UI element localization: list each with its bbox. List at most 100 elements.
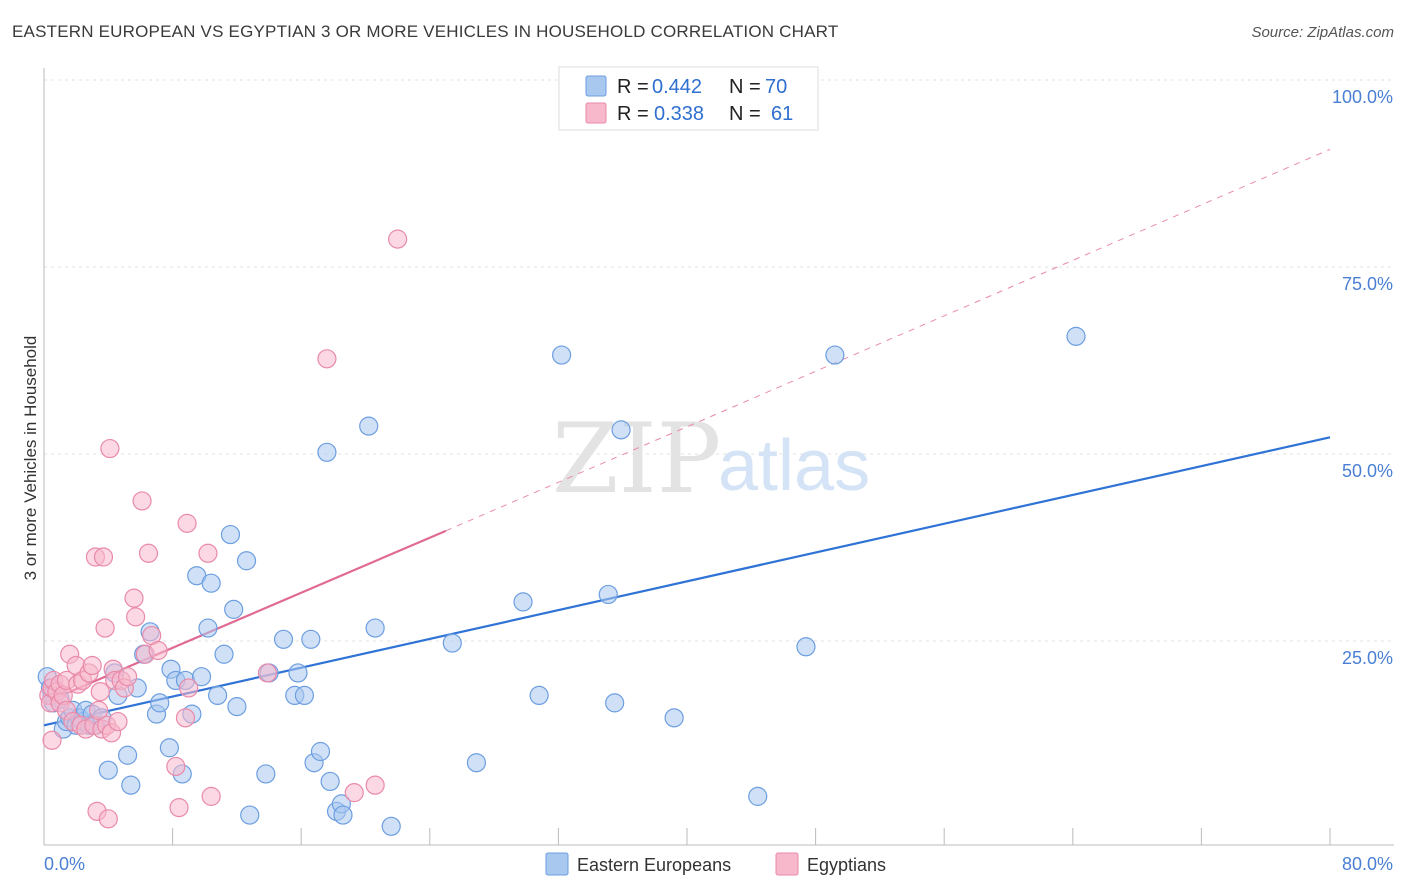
y-tick-labels: 25.0% 50.0% 75.0% 100.0% [1332, 87, 1393, 668]
y-tick-label: 100.0% [1332, 87, 1393, 107]
point-eastern-european [227, 697, 247, 717]
watermark: ZIP atlas [552, 403, 870, 515]
point-egyptian [89, 700, 109, 720]
point-eastern-european [224, 599, 244, 619]
bottom-legend-label-pink: Egyptians [807, 855, 886, 875]
point-egyptian [257, 663, 278, 683]
point-egyptian [82, 655, 102, 676]
point-eastern-european [605, 693, 625, 713]
bottom-legend-label-blue: Eastern Europeans [577, 855, 731, 875]
point-egyptian [344, 783, 364, 803]
legend-r-value-blue: 0.442 [652, 76, 702, 98]
point-egyptian [169, 797, 189, 818]
point-eastern-european [598, 584, 618, 605]
point-eastern-european [552, 345, 572, 365]
point-egyptian [132, 491, 152, 511]
point-eastern-european [664, 708, 684, 728]
point-eastern-european [466, 753, 487, 773]
point-egyptian [317, 349, 337, 369]
point-eastern-european [150, 693, 170, 713]
point-egyptian [108, 711, 128, 732]
point-eastern-european [611, 420, 631, 440]
source-label: Source: ZipAtlas.com [1251, 24, 1394, 41]
point-egyptian [124, 588, 144, 608]
point-eastern-european [191, 667, 212, 687]
point-egyptian [117, 667, 138, 687]
y-tick-label: 25.0% [1342, 648, 1393, 668]
axes [43, 68, 1394, 846]
point-eastern-european [513, 592, 533, 612]
point-eastern-european [320, 771, 340, 792]
point-eastern-european [214, 644, 234, 664]
point-egyptian [148, 640, 168, 661]
point-eastern-european [273, 629, 294, 649]
point-eastern-european [208, 685, 228, 706]
legend-n-label-pink: N = [729, 103, 761, 125]
scatter-points [37, 229, 1086, 836]
point-eastern-european [236, 551, 257, 571]
point-eastern-european [1066, 326, 1086, 346]
bottom-legend: Eastern Europeans Egyptians [545, 852, 886, 876]
legend-r-value-pink: 0.338 [654, 103, 704, 125]
bottom-legend-swatch-blue [545, 852, 569, 876]
y-tick-label: 75.0% [1342, 274, 1393, 294]
legend-r-label-blue: R = [617, 76, 649, 98]
point-egyptian [198, 543, 218, 563]
point-eastern-european [333, 805, 353, 825]
trend-line-egyptian-extended [445, 148, 1331, 532]
point-egyptian [201, 786, 221, 806]
point-egyptian [138, 543, 159, 563]
point-eastern-european [220, 524, 241, 545]
point-eastern-european [310, 741, 331, 762]
point-egyptian [166, 756, 186, 777]
point-eastern-european [381, 816, 401, 836]
bottom-legend-swatch-pink [775, 852, 799, 876]
point-eastern-european [288, 663, 308, 683]
point-eastern-european [796, 637, 816, 657]
point-eastern-european [529, 685, 549, 706]
point-eastern-european [98, 760, 118, 780]
point-egyptian [95, 618, 115, 638]
point-eastern-european [294, 685, 315, 706]
point-egyptian [42, 730, 62, 750]
point-egyptian [388, 229, 408, 249]
point-eastern-european [748, 786, 768, 806]
point-eastern-european [240, 805, 260, 825]
x-tick-label: 0.0% [44, 854, 85, 874]
trend-line-eastern-european [43, 436, 1331, 727]
point-eastern-european [121, 775, 141, 795]
point-eastern-european [117, 745, 138, 765]
point-eastern-european [317, 442, 337, 462]
watermark-zip: ZIP [552, 403, 721, 515]
point-egyptian [179, 678, 199, 698]
y-tick-label: 50.0% [1342, 461, 1393, 481]
watermark-atlas: atlas [718, 426, 870, 506]
x-tick-labels: 0.0% 80.0% [44, 854, 1393, 874]
point-egyptian [93, 547, 114, 567]
point-egyptian [90, 682, 110, 702]
point-egyptian [365, 775, 385, 795]
point-eastern-european [198, 618, 218, 638]
point-eastern-european [201, 573, 221, 593]
y-axis-label: 3 or more Vehicles in Household [21, 336, 40, 581]
point-eastern-european [359, 416, 379, 436]
point-eastern-european [365, 618, 385, 638]
point-eastern-european [256, 764, 276, 784]
point-egyptian [98, 809, 118, 829]
point-egyptian [100, 438, 120, 459]
point-egyptian [177, 513, 197, 533]
point-eastern-european [825, 345, 845, 365]
chart-title: EASTERN EUROPEAN VS EGYPTIAN 3 OR MORE V… [12, 22, 839, 41]
point-eastern-european [301, 629, 321, 649]
legend-n-value-blue: 70 [765, 76, 787, 98]
point-eastern-european [442, 633, 462, 653]
point-egyptian [175, 708, 196, 728]
legend: R = 0.442 N = 70 R = 0.338 N = 61 [558, 66, 819, 131]
point-eastern-european [159, 738, 179, 758]
legend-n-label-blue: N = [729, 76, 761, 98]
legend-swatch-blue [585, 75, 607, 97]
point-egyptian [126, 607, 146, 627]
legend-n-value-pink: 61 [771, 103, 793, 125]
x-tick-label: 80.0% [1342, 854, 1393, 874]
